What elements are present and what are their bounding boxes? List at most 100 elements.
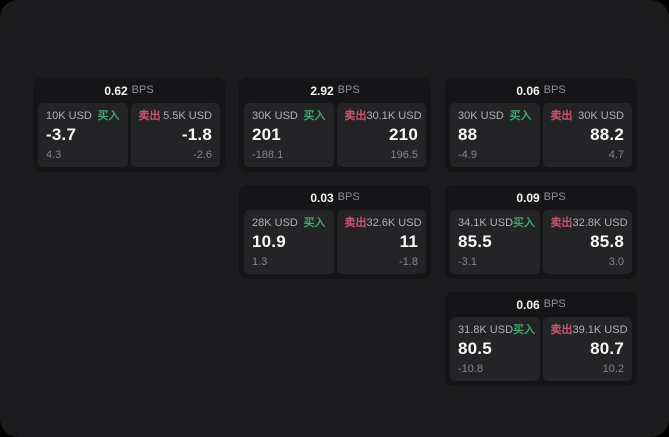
bps-unit: BPS xyxy=(337,191,360,203)
buy-label: 买入 xyxy=(513,217,536,229)
buy-header-row: 31.8K USD 买入 xyxy=(458,324,535,336)
buy-price: -3.7 xyxy=(46,125,77,145)
buy-header-row: 28K USD 买入 xyxy=(252,217,326,229)
bps-value: 0.09 xyxy=(516,190,540,205)
bps-value: 0.62 xyxy=(104,83,128,98)
buy-sub-value: 1.3 xyxy=(252,255,268,268)
buy-amount: 10K USD xyxy=(46,110,92,122)
sell-header-row: 卖出 32.6K USD xyxy=(344,217,422,229)
bps-unit: BPS xyxy=(131,84,154,96)
quote-card: 0.09 BPS 34.1K USD 买入 85.5 -3.1 卖出 xyxy=(445,185,637,279)
sell-panel[interactable]: 卖出 5.5K USD -1.8 -2.6 xyxy=(130,103,220,167)
bps-value: 0.06 xyxy=(516,83,540,98)
buy-panel[interactable]: 28K USD 买入 10.9 1.3 xyxy=(244,210,334,274)
card-body: 31.8K USD 买入 80.5 -10.8 卖出 39.1K USD 80.… xyxy=(445,317,637,386)
buy-price: 201 xyxy=(252,125,281,145)
sell-amount: 5.5K USD xyxy=(163,110,212,122)
buy-header-row: 10K USD 买入 xyxy=(46,110,120,122)
sell-label: 卖出 xyxy=(344,110,367,122)
sell-sub-value: 3.0 xyxy=(608,255,624,268)
card-body: 30K USD 买入 201 -188.1 卖出 30.1K USD 210 1… xyxy=(239,103,431,172)
sell-panel[interactable]: 卖出 39.1K USD 80.7 10.2 xyxy=(542,317,632,381)
card-body: 28K USD 买入 10.9 1.3 卖出 32.6K USD 11 -1.8 xyxy=(239,210,431,279)
card-header: 0.03 BPS xyxy=(239,185,431,210)
sell-sub-value: -1.8 xyxy=(399,255,418,268)
sell-sub-value: 4.7 xyxy=(608,148,624,161)
sell-header-row: 卖出 5.5K USD xyxy=(139,110,213,122)
card-header: 0.06 BPS xyxy=(445,292,637,317)
sell-label: 卖出 xyxy=(344,217,367,229)
card-header: 0.09 BPS xyxy=(445,185,637,210)
buy-panel[interactable]: 30K USD 买入 88 -4.9 xyxy=(450,103,540,167)
buy-sub-value: -4.9 xyxy=(458,148,477,161)
sell-label: 卖出 xyxy=(550,217,573,229)
buy-header-row: 30K USD 买入 xyxy=(458,110,532,122)
sell-panel[interactable]: 卖出 30K USD 88.2 4.7 xyxy=(542,103,632,167)
bps-unit: BPS xyxy=(543,191,566,203)
sell-price: 88.2 xyxy=(590,125,624,145)
bps-value: 0.06 xyxy=(516,297,540,312)
sell-amount: 30.1K USD xyxy=(366,110,422,122)
sell-label: 卖出 xyxy=(138,110,161,122)
buy-sub-value: -188.1 xyxy=(252,148,284,161)
sell-sub-value: 10.2 xyxy=(602,362,624,375)
buy-price: 88 xyxy=(458,125,478,145)
quote-card: 0.62 BPS 10K USD 买入 -3.7 4.3 卖出 xyxy=(33,78,225,172)
card-header: 0.06 BPS xyxy=(445,78,637,103)
sell-sub-value: -2.6 xyxy=(193,148,212,161)
sell-header-row: 卖出 39.1K USD xyxy=(550,324,628,336)
buy-amount: 30K USD xyxy=(252,110,298,122)
quote-card: 0.03 BPS 28K USD 买入 10.9 1.3 卖出 xyxy=(239,185,431,279)
sell-price: -1.8 xyxy=(181,125,212,145)
sell-amount: 32.6K USD xyxy=(366,217,422,229)
sell-panel[interactable]: 卖出 32.6K USD 11 -1.8 xyxy=(336,210,426,274)
quote-card-grid: 0.62 BPS 10K USD 买入 -3.7 4.3 卖出 xyxy=(33,78,637,386)
buy-sub-value: 4.3 xyxy=(46,148,62,161)
card-body: 10K USD 买入 -3.7 4.3 卖出 5.5K USD -1.8 -2.… xyxy=(33,103,225,172)
bps-value: 2.92 xyxy=(310,83,334,98)
buy-label: 买入 xyxy=(303,217,326,229)
sell-price: 11 xyxy=(399,232,418,252)
sell-header-row: 卖出 32.8K USD xyxy=(550,217,628,229)
sell-price: 210 xyxy=(389,125,418,145)
sell-panel[interactable]: 卖出 32.8K USD 85.8 3.0 xyxy=(542,210,632,274)
card-header: 0.62 BPS xyxy=(33,78,225,103)
buy-panel[interactable]: 31.8K USD 买入 80.5 -10.8 xyxy=(450,317,540,381)
buy-sub-value: -10.8 xyxy=(458,362,484,375)
buy-amount: 31.8K USD xyxy=(458,324,514,336)
buy-panel[interactable]: 10K USD 买入 -3.7 4.3 xyxy=(38,103,128,167)
sell-amount: 30K USD xyxy=(578,110,624,122)
sell-price: 85.8 xyxy=(590,232,624,252)
buy-amount: 28K USD xyxy=(252,217,298,229)
card-body: 30K USD 买入 88 -4.9 卖出 30K USD 88.2 4.7 xyxy=(445,103,637,172)
sell-label: 卖出 xyxy=(550,324,573,336)
bps-unit: BPS xyxy=(337,84,360,96)
card-body: 34.1K USD 买入 85.5 -3.1 卖出 32.8K USD 85.8… xyxy=(445,210,637,279)
bps-value: 0.03 xyxy=(310,190,334,205)
sell-panel[interactable]: 卖出 30.1K USD 210 196.5 xyxy=(336,103,426,167)
sell-amount: 39.1K USD xyxy=(572,324,628,336)
buy-amount: 34.1K USD xyxy=(458,217,514,229)
buy-panel[interactable]: 34.1K USD 买入 85.5 -3.1 xyxy=(450,210,540,274)
bps-unit: BPS xyxy=(543,84,566,96)
bps-unit: BPS xyxy=(543,298,566,310)
buy-price: 85.5 xyxy=(458,232,492,252)
buy-sub-value: -3.1 xyxy=(458,255,477,268)
buy-header-row: 30K USD 买入 xyxy=(252,110,326,122)
sell-amount: 32.8K USD xyxy=(572,217,628,229)
buy-amount: 30K USD xyxy=(458,110,504,122)
buy-label: 买入 xyxy=(509,110,532,122)
card-header: 2.92 BPS xyxy=(239,78,431,103)
buy-label: 买入 xyxy=(303,110,326,122)
sell-header-row: 卖出 30K USD xyxy=(551,110,625,122)
sell-header-row: 卖出 30.1K USD xyxy=(344,110,422,122)
sell-sub-value: 196.5 xyxy=(390,148,418,161)
quote-card: 2.92 BPS 30K USD 买入 201 -188.1 卖出 xyxy=(239,78,431,172)
buy-panel[interactable]: 30K USD 买入 201 -188.1 xyxy=(244,103,334,167)
buy-header-row: 34.1K USD 买入 xyxy=(458,217,536,229)
sell-price: 80.7 xyxy=(590,339,624,359)
buy-label: 买入 xyxy=(97,110,120,122)
buy-price: 10.9 xyxy=(252,232,286,252)
